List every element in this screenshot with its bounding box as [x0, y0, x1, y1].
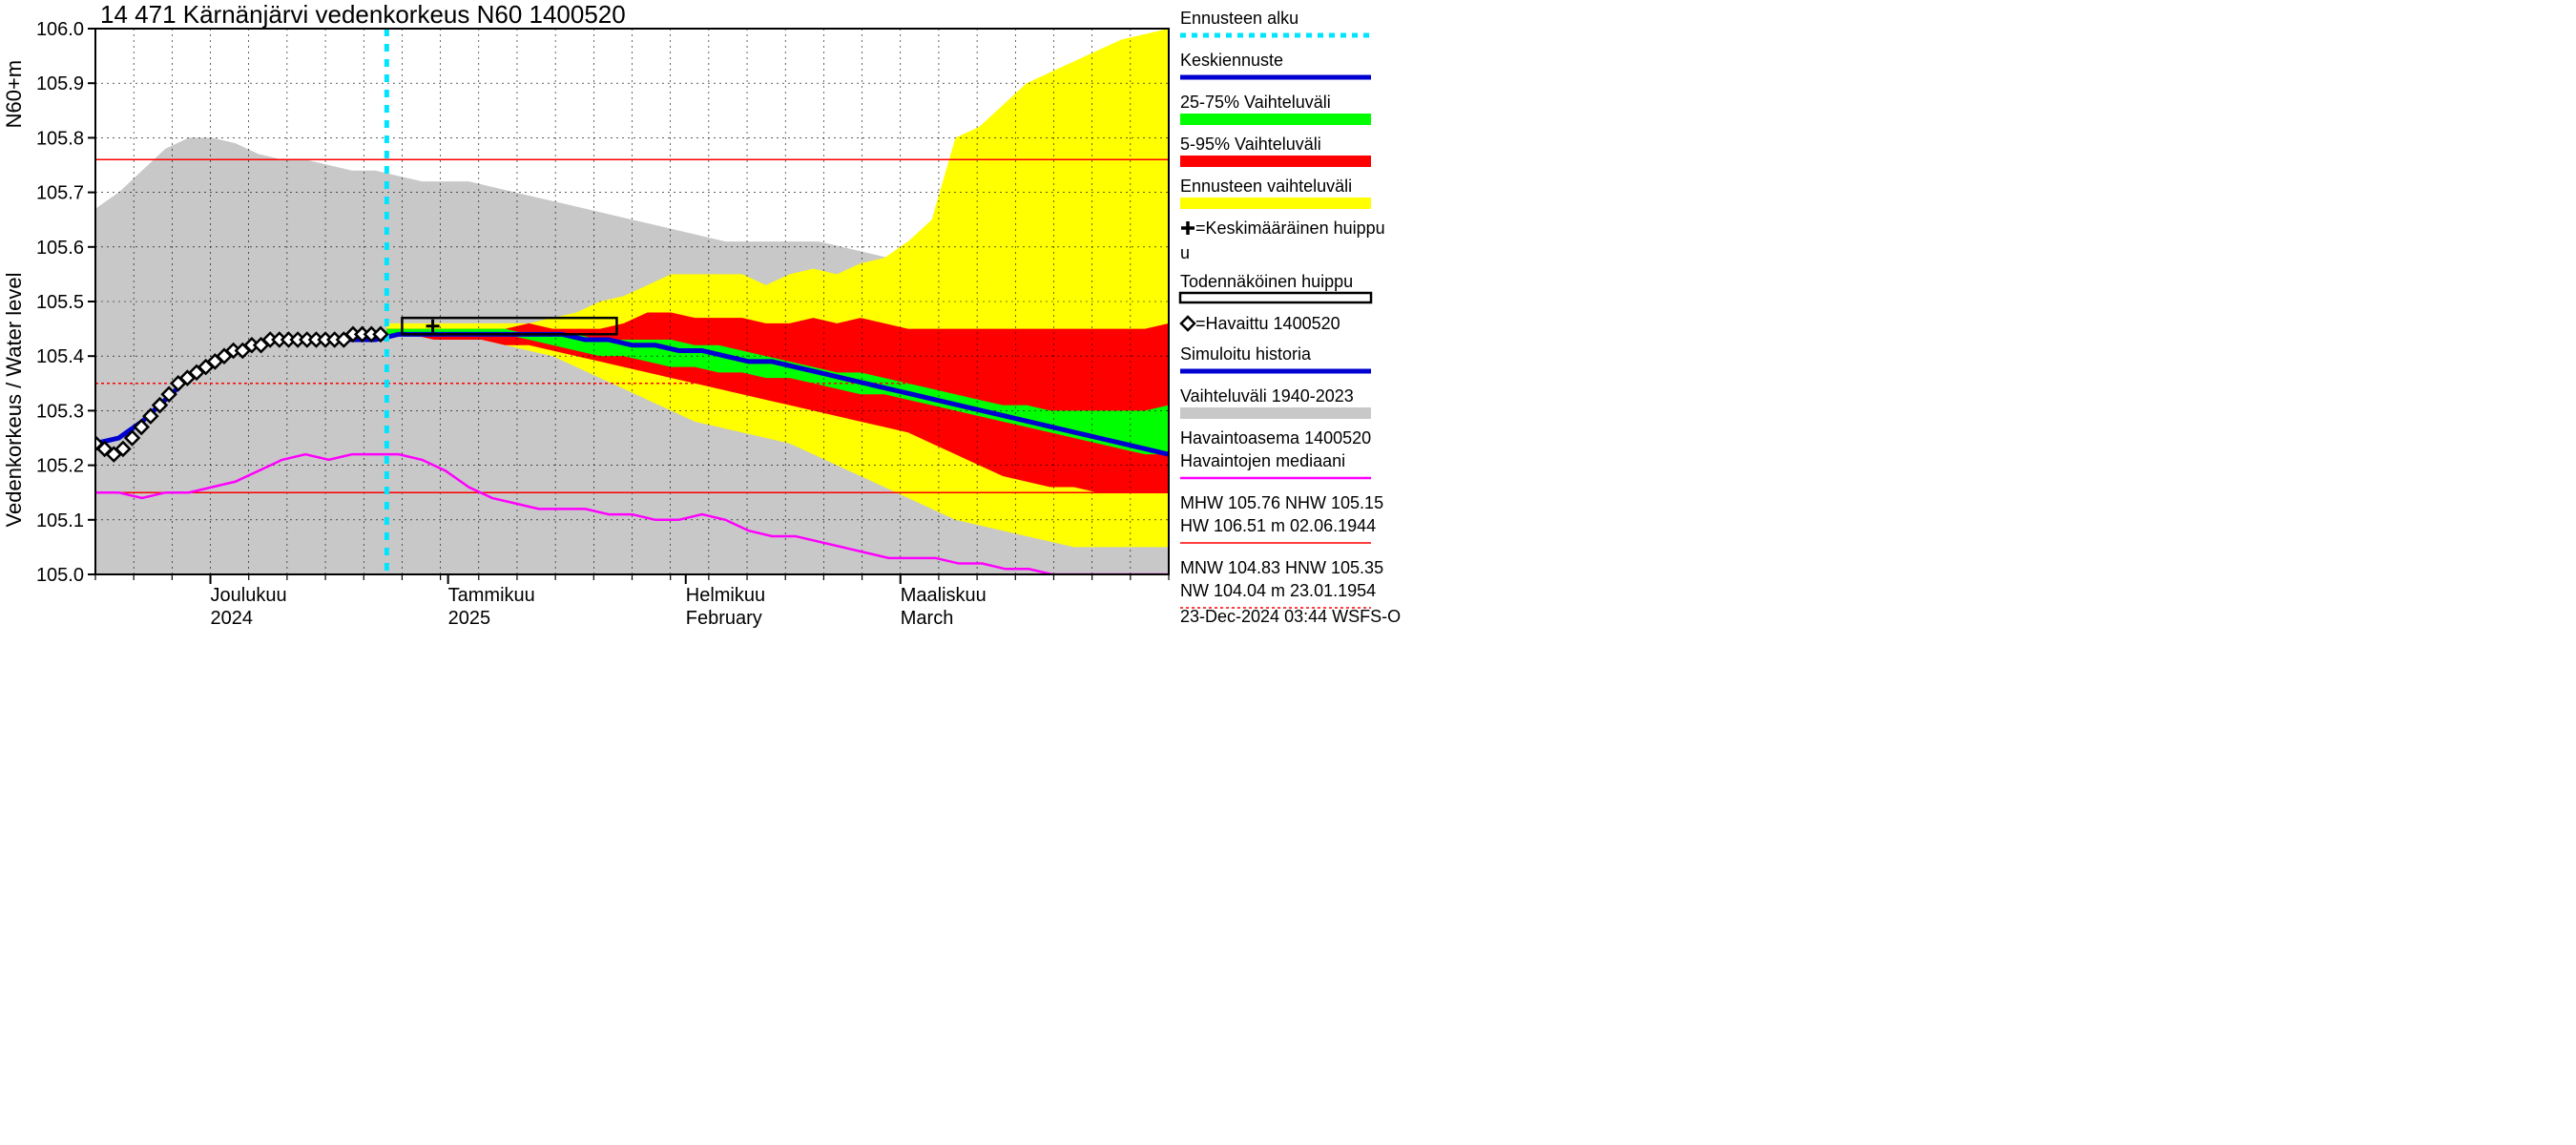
legend-label: Vaihteluväli 1940-2023 [1180, 386, 1354, 406]
x-month-label: Joulukuu [211, 585, 287, 606]
legend-swatch-box [1180, 293, 1371, 302]
y-axis-label-2: N60+m [2, 60, 26, 129]
legend-label: NW 104.04 m 23.01.1954 [1180, 581, 1376, 600]
legend-item-obs_median: Havaintojen mediaani [1180, 451, 1371, 478]
legend-label: 5-95% Vaihteluväli [1180, 135, 1321, 154]
legend-swatch-diamond [1181, 317, 1195, 330]
svg-text:u: u [1180, 243, 1190, 262]
legend-label: MNW 104.83 HNW 105.35 [1180, 558, 1383, 577]
legend-item-hw_line: HW 106.51 m 02.06.1944 [1180, 516, 1376, 543]
x-month-sublabel: March [901, 608, 954, 629]
legend-label: Havaintoasema 1400520 [1180, 428, 1371, 448]
chart-svg: 105.0 105.1 105.2 105.3 105.4 105.5 105.6 105.7… [0, 0, 1431, 636]
legend-item-p25_75: 25-75% Vaihteluväli [1180, 93, 1371, 125]
legend-item-nw_line: NW 104.04 m 23.01.1954 [1180, 581, 1376, 608]
svg-text:105.7: 105.7 [36, 183, 84, 204]
chart-container: 105.0 105.1 105.2 105.3 105.4 105.5 105.6 105.7… [0, 0, 1431, 636]
svg-text:105.1: 105.1 [36, 510, 84, 531]
legend-label: MHW 105.76 NHW 105.15 [1180, 493, 1383, 512]
legend-swatch-band [1180, 407, 1371, 419]
legend-item-median_forecast: Keskiennuste [1180, 51, 1371, 77]
legend-item-forecast_full: Ennusteen vaihteluväli [1180, 177, 1371, 209]
legend-item-hist_range: Vaihteluväli 1940-2023 [1180, 386, 1371, 419]
svg-text:105.9: 105.9 [36, 73, 84, 94]
x-month-label: Tammikuu [448, 585, 535, 606]
legend-label: Ennusteen vaihteluväli [1180, 177, 1352, 196]
x-month-sublabel: 2024 [211, 608, 253, 629]
plot-area [89, 29, 1169, 574]
legend-label: Keskiennuste [1180, 51, 1283, 70]
x-month-label: Maaliskuu [901, 585, 987, 606]
legend-item-peak_mean: =Keskimääräinen huippu u [1180, 219, 1385, 262]
svg-text:Todennäköinen huippu: Todennäköinen huippu [1180, 272, 1353, 291]
svg-text:105.6: 105.6 [36, 238, 84, 259]
svg-text:=Keskimääräinen huippu: =Keskimääräinen huippu [1195, 219, 1385, 238]
legend-swatch-band [1180, 114, 1371, 125]
x-month-label: Helmikuu [686, 585, 765, 606]
legend-label: Havaintojen mediaani [1180, 451, 1345, 470]
chart-title: 14 471 Kärnänjärvi vedenkorkeus N60 1400… [100, 0, 626, 29]
legend-item-mhw_line: MHW 105.76 NHW 105.15 [1180, 493, 1383, 512]
legend: Ennusteen alku Keskiennuste 25-75% Vaihtel… [1180, 9, 1385, 608]
svg-text:105.3: 105.3 [36, 401, 84, 422]
legend-item-hist_station: Havaintoasema 1400520 [1180, 428, 1371, 448]
legend-label: HW 106.51 m 02.06.1944 [1180, 516, 1376, 535]
timestamp: 23-Dec-2024 03:44 WSFS-O [1180, 607, 1401, 626]
svg-text:105.0: 105.0 [36, 565, 84, 586]
legend-label: 25-75% Vaihteluväli [1180, 93, 1331, 112]
legend-item-p5_95: 5-95% Vaihteluväli [1180, 135, 1371, 167]
legend-item-observed: =Havaittu 1400520 [1181, 314, 1340, 333]
legend-item-forecast_start: Ennusteen alku [1180, 9, 1371, 35]
legend-label: Ennusteen alku [1180, 9, 1298, 28]
legend-swatch-band [1180, 198, 1371, 209]
legend-item-mnw_line: MNW 104.83 HNW 105.35 [1180, 558, 1383, 577]
x-month-sublabel: 2025 [448, 608, 490, 629]
svg-text:105.5: 105.5 [36, 292, 84, 313]
svg-text:105.8: 105.8 [36, 128, 84, 149]
legend-label: Simuloitu historia [1180, 344, 1312, 364]
y-axis-label-1: Vedenkorkeus / Water level [2, 272, 26, 527]
legend-item-peak_prob: Todennäköinen huippu [1180, 272, 1371, 302]
legend-swatch-band [1180, 156, 1371, 167]
svg-text:106.0: 106.0 [36, 19, 84, 40]
x-month-sublabel: February [686, 608, 762, 629]
svg-text:=Havaittu 1400520: =Havaittu 1400520 [1195, 314, 1340, 333]
svg-text:105.4: 105.4 [36, 346, 84, 367]
svg-text:105.2: 105.2 [36, 456, 84, 477]
legend-item-sim_hist: Simuloitu historia [1180, 344, 1371, 371]
